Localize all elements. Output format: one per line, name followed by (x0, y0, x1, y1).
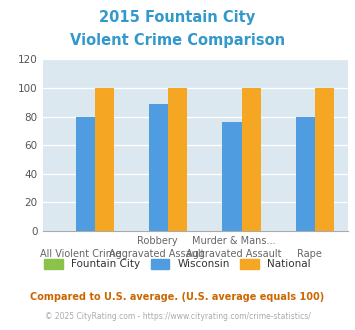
Text: Aggravated Assault: Aggravated Assault (109, 249, 205, 259)
Text: Compared to U.S. average. (U.S. average equals 100): Compared to U.S. average. (U.S. average … (31, 292, 324, 302)
Text: All Violent Crime: All Violent Crime (40, 249, 121, 259)
Bar (315, 88, 334, 231)
Bar (223, 122, 241, 231)
Bar (168, 88, 187, 231)
Text: Murder & Mans...: Murder & Mans... (192, 236, 275, 246)
Legend: Fountain City, Wisconsin, National: Fountain City, Wisconsin, National (40, 255, 315, 274)
Bar (241, 88, 261, 231)
Text: Violent Crime Comparison: Violent Crime Comparison (70, 33, 285, 48)
Text: Aggravated Assault: Aggravated Assault (186, 249, 281, 259)
Text: © 2025 CityRating.com - https://www.cityrating.com/crime-statistics/: © 2025 CityRating.com - https://www.city… (45, 312, 310, 321)
Text: Rape: Rape (297, 249, 322, 259)
Bar (296, 116, 315, 231)
Text: 2015 Fountain City: 2015 Fountain City (99, 10, 256, 25)
Bar (95, 88, 114, 231)
Text: Robbery: Robbery (137, 236, 178, 246)
Bar (149, 104, 168, 231)
Bar (76, 116, 95, 231)
